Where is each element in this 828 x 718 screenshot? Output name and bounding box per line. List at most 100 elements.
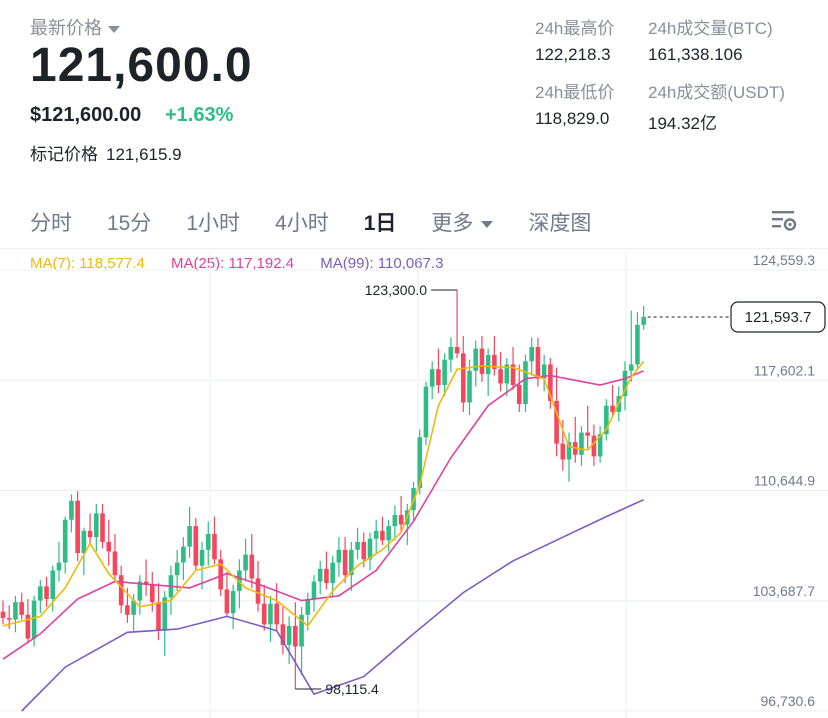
y-axis-label: 124,559.3 (753, 252, 815, 268)
candle-body (62, 519, 68, 563)
candle-body (635, 324, 640, 365)
candle-body (423, 386, 429, 438)
candle-body (13, 602, 18, 620)
candle-body (548, 364, 553, 401)
candle-body (199, 549, 205, 566)
latest-price-label: 最新价格 (30, 18, 102, 38)
candle-body (535, 347, 541, 379)
candle-body (628, 364, 634, 371)
tab-4h[interactable]: 4小时 (275, 212, 329, 235)
candle-body (367, 538, 373, 560)
candle-body (460, 353, 466, 403)
ma7-legend: MA(7): 118,577.4 (30, 255, 145, 272)
candle-body (622, 370, 628, 397)
candle-body (31, 600, 37, 639)
candle-body (361, 541, 367, 560)
candle-body (516, 385, 522, 405)
latest-price-dropdown[interactable]: 最新价格 (30, 14, 120, 40)
candle-body (249, 554, 255, 579)
y-axis-label: 110,644.9 (754, 473, 815, 489)
candle-body (330, 562, 335, 584)
candle-body (591, 435, 597, 457)
candle-body (429, 369, 435, 387)
candle-body (604, 405, 609, 435)
stat-label: 24h最高价 (535, 19, 615, 38)
candle-body (280, 624, 286, 645)
caret-down-icon (108, 25, 120, 33)
stat-label: 24h成交额(USDT) (648, 83, 785, 102)
candle-body (554, 400, 559, 444)
ma99-legend: MA(99): 110,067.3 (320, 255, 444, 272)
candle-body (541, 364, 547, 379)
stat-24h-low: 24h最低价 118,829.0 (535, 78, 614, 129)
y-axis-label: 96,730.6 (761, 693, 816, 709)
candle-body (293, 625, 298, 647)
tabs-divider (0, 248, 828, 249)
candle-body (597, 434, 603, 457)
candle-body (261, 603, 267, 625)
candle-body (6, 617, 12, 620)
candle-body (442, 359, 447, 386)
stat-value: 122,218.3 (535, 45, 611, 64)
candle-body (523, 361, 528, 405)
usd-price: $121,600.00 (30, 104, 142, 126)
candle-body (255, 578, 261, 604)
candle-body (398, 514, 404, 525)
tab-depth[interactable]: 深度图 (528, 212, 592, 235)
last-price-label: 121,593.7 (745, 309, 812, 326)
candle-body (174, 562, 180, 576)
stat-label: 24h成交量(BTC) (648, 19, 773, 38)
candle-body (311, 581, 317, 599)
caret-down-icon (481, 220, 494, 228)
candle-body (579, 432, 584, 455)
stat-value: 161,338.106 (648, 45, 743, 64)
candle-body (0, 611, 6, 618)
candle-body (467, 370, 472, 403)
candle-body (498, 369, 503, 384)
tab-timeline[interactable]: 分时 (30, 212, 72, 235)
candle-body (156, 602, 161, 631)
candle-body (448, 347, 454, 360)
candle-body (610, 405, 615, 412)
candle-body (143, 581, 149, 585)
candle-body (454, 347, 460, 354)
candle-body (510, 364, 516, 386)
chart-settings-icon[interactable] (770, 208, 798, 234)
candle-body (38, 586, 43, 601)
candle-body (392, 514, 398, 527)
candle-body (187, 526, 192, 547)
tab-1h[interactable]: 1小时 (186, 212, 241, 235)
tab-1d[interactable]: 1日 (363, 212, 397, 235)
candle-body (286, 625, 292, 645)
stat-value: 118,829.0 (535, 109, 610, 128)
candle-body (131, 600, 136, 615)
tab-15m[interactable]: 15分 (107, 212, 152, 235)
interval-tabs: 分时 15分 1小时 4小时 1日 更多 深度图 (30, 205, 626, 239)
candle-body (181, 546, 186, 563)
candle-body (373, 530, 379, 539)
candle-body (479, 348, 485, 374)
candle-body (94, 513, 99, 538)
y-axis-label: 103,687.7 (753, 583, 815, 599)
candle-body (44, 586, 49, 599)
candle-body (473, 348, 479, 371)
candle-body (193, 526, 199, 566)
candle-body (118, 575, 124, 606)
candle-body (349, 549, 354, 576)
candlestick-chart[interactable]: 124,559.3 117,602.1 110,644.9 103,687.7 96,7… (0, 250, 828, 718)
stat-24h-turnover-usdt: 24h成交额(USDT) 194.32亿 (648, 78, 785, 134)
candle-body (125, 605, 130, 615)
candle-body (25, 614, 31, 639)
tab-more[interactable]: 更多 (431, 207, 494, 237)
candle-body (317, 568, 323, 582)
last-price: 121,600.0 (30, 39, 253, 92)
candle-body (641, 316, 646, 325)
y-axis-label: 117,602.1 (754, 362, 815, 378)
candle-body (324, 568, 329, 584)
candle-body (218, 559, 223, 590)
candle-body (237, 570, 242, 592)
candle-body (149, 584, 155, 603)
candle-body (75, 500, 80, 554)
candle-body (268, 603, 273, 625)
